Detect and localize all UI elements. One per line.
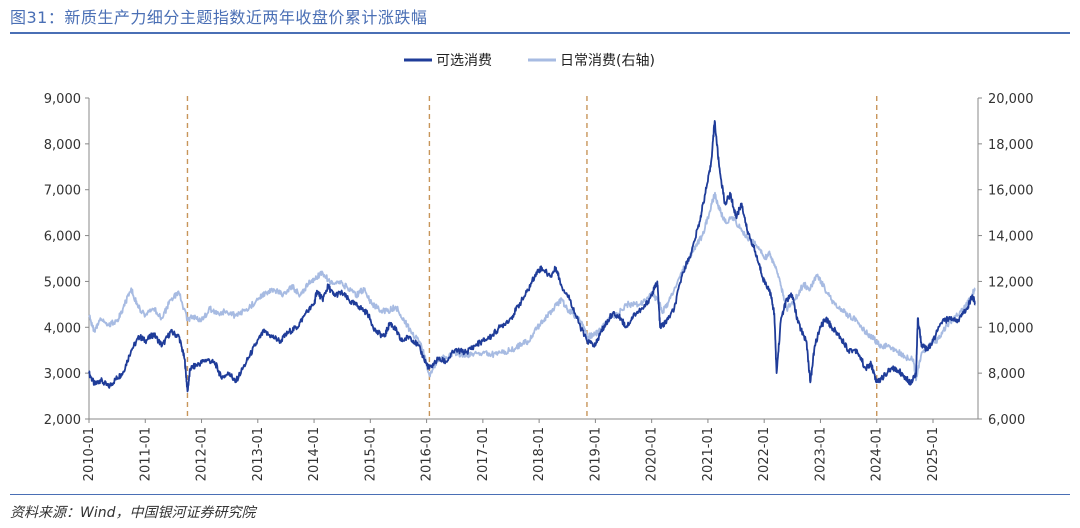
y-left-tick-label: 2,000 xyxy=(44,413,81,428)
y-left-tick-label: 3,000 xyxy=(44,367,81,382)
y-right-tick-label: 14,000 xyxy=(988,230,1034,245)
x-tick-label: 2024-01 xyxy=(870,427,885,481)
line-chart: 可选消费 日常消费(右轴) 2,000 3,000 4,000 5,000 6,000 7… xyxy=(44,53,1034,481)
y-left-tick-label: 7,000 xyxy=(44,184,81,199)
series-lines xyxy=(88,120,976,393)
x-tick-label: 2022-01 xyxy=(757,427,772,481)
x-tick-label: 2011-01 xyxy=(138,427,153,481)
y-left-tick-label: 8,000 xyxy=(44,138,81,153)
legend: 可选消费 日常消费(右轴) xyxy=(404,53,655,69)
x-tick-label: 2019-01 xyxy=(588,427,603,481)
x-tick-label: 2025-01 xyxy=(926,427,941,481)
y-right-tick-label: 12,000 xyxy=(988,275,1034,290)
x-tick-label: 2015-01 xyxy=(363,427,378,481)
x-tick-label: 2010-01 xyxy=(82,427,97,481)
series-line-consumer-staples xyxy=(88,191,976,382)
source-note: 资料来源：Wind，中国银河证券研究院 xyxy=(10,505,256,521)
axes: 2,000 3,000 4,000 5,000 6,000 7,000 8,000 9,000… xyxy=(44,92,1034,481)
x-tick-label: 2023-01 xyxy=(813,427,828,481)
y-right-tick-label: 20,000 xyxy=(988,92,1034,107)
y-right-tick-label: 18,000 xyxy=(988,138,1034,153)
y-left-tick-label: 5,000 xyxy=(44,275,81,290)
legend-label-series-a: 可选消费 xyxy=(436,53,492,69)
x-tick-label: 2012-01 xyxy=(195,427,210,481)
y-left-tick-label: 4,000 xyxy=(44,321,81,336)
y-left-tick-label: 9,000 xyxy=(44,92,81,107)
y-right-tick-label: 6,000 xyxy=(988,413,1025,428)
chart-title: 图31：新质生产力细分主题指数近两年收盘价累计涨跌幅 xyxy=(10,8,428,27)
x-tick-label: 2013-01 xyxy=(251,427,266,481)
x-tick-label: 2018-01 xyxy=(532,427,547,481)
footer-rule xyxy=(10,494,1070,495)
y-right-tick-label: 16,000 xyxy=(988,184,1034,199)
x-tick-label: 2017-01 xyxy=(476,427,491,481)
y-left-tick-label: 6,000 xyxy=(44,230,81,245)
x-tick-label: 2014-01 xyxy=(307,427,322,481)
y-right-tick-label: 8,000 xyxy=(988,367,1025,382)
event-lines xyxy=(186,96,878,419)
series-line-consumer-discretionary xyxy=(88,120,976,393)
title-rule xyxy=(10,32,1070,34)
y-right-tick-label: 10,000 xyxy=(988,321,1034,336)
x-tick-label: 2021-01 xyxy=(701,427,716,481)
x-tick-label: 2016-01 xyxy=(420,427,435,481)
legend-label-series-b: 日常消费(右轴) xyxy=(560,53,655,69)
x-tick-label: 2020-01 xyxy=(645,427,660,481)
